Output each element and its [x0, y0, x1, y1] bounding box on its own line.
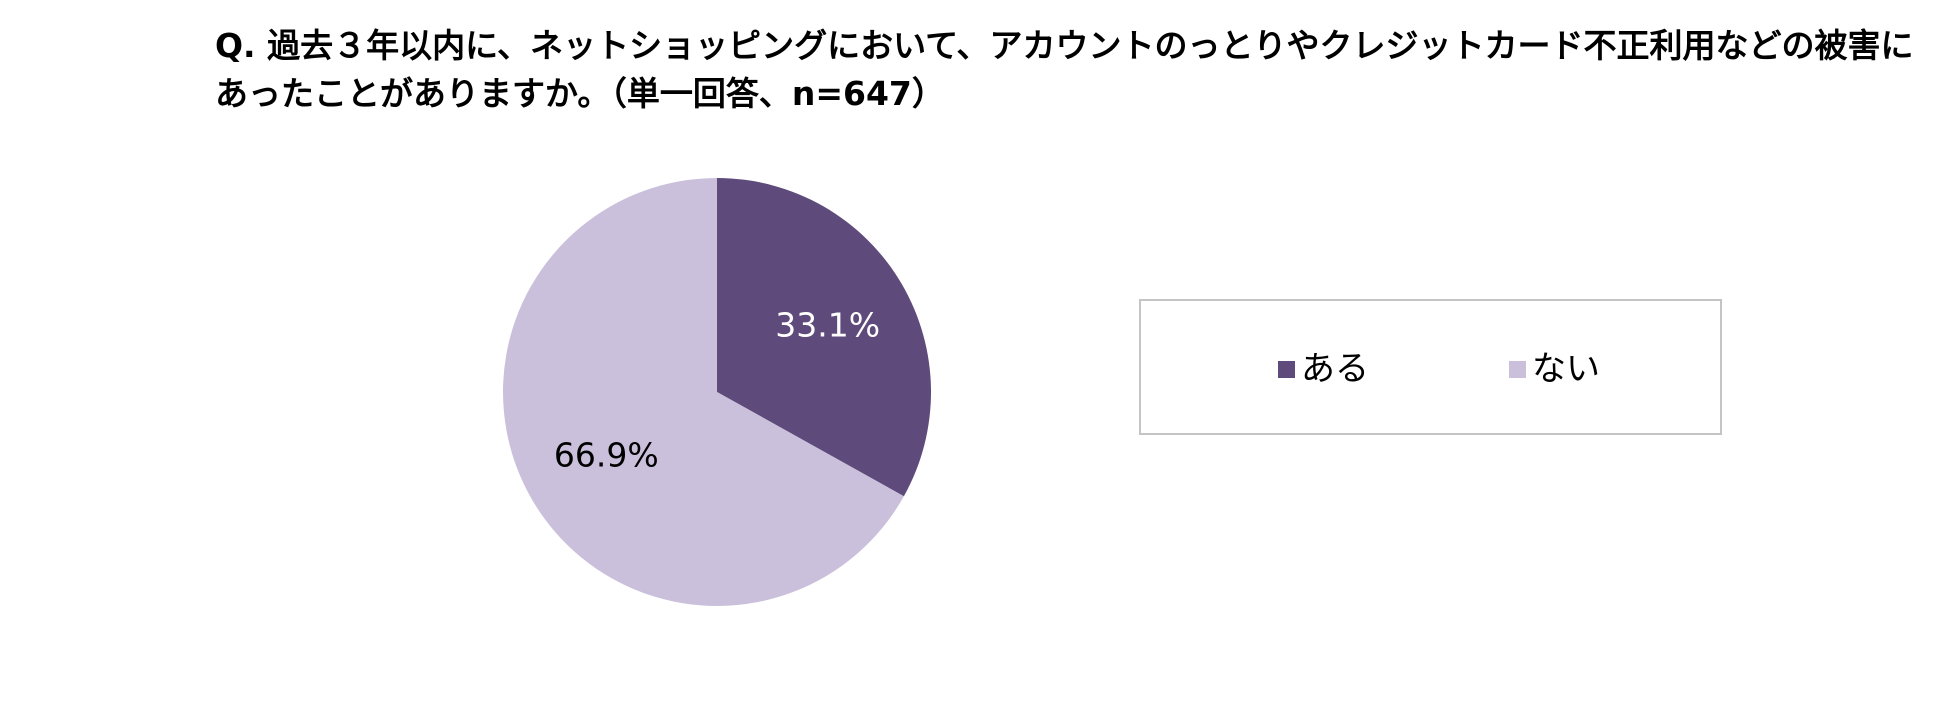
legend-item-aru: ある	[1278, 349, 1369, 389]
pie-label-aru: 33.1%	[775, 305, 880, 344]
legend-swatch-aru	[1278, 360, 1295, 378]
chart-legend: ある ない	[1139, 299, 1722, 435]
pie-slice-nai	[503, 178, 904, 606]
legend-label-aru: ある	[1301, 349, 1369, 389]
pie-label-nai: 66.9%	[554, 436, 659, 475]
chart-title: Q. 過去３年以内に、ネットショッピングにおいて、アカウントのっとりやクレジット…	[215, 26, 1914, 113]
pie-slices	[503, 178, 931, 606]
pie-slice-aru	[717, 178, 931, 497]
legend-label-nai: ない	[1532, 349, 1600, 389]
legend-swatch-nai	[1509, 360, 1526, 378]
pie-data-labels: 33.1% 66.9%	[554, 305, 880, 474]
legend-item-nai: ない	[1509, 349, 1600, 389]
